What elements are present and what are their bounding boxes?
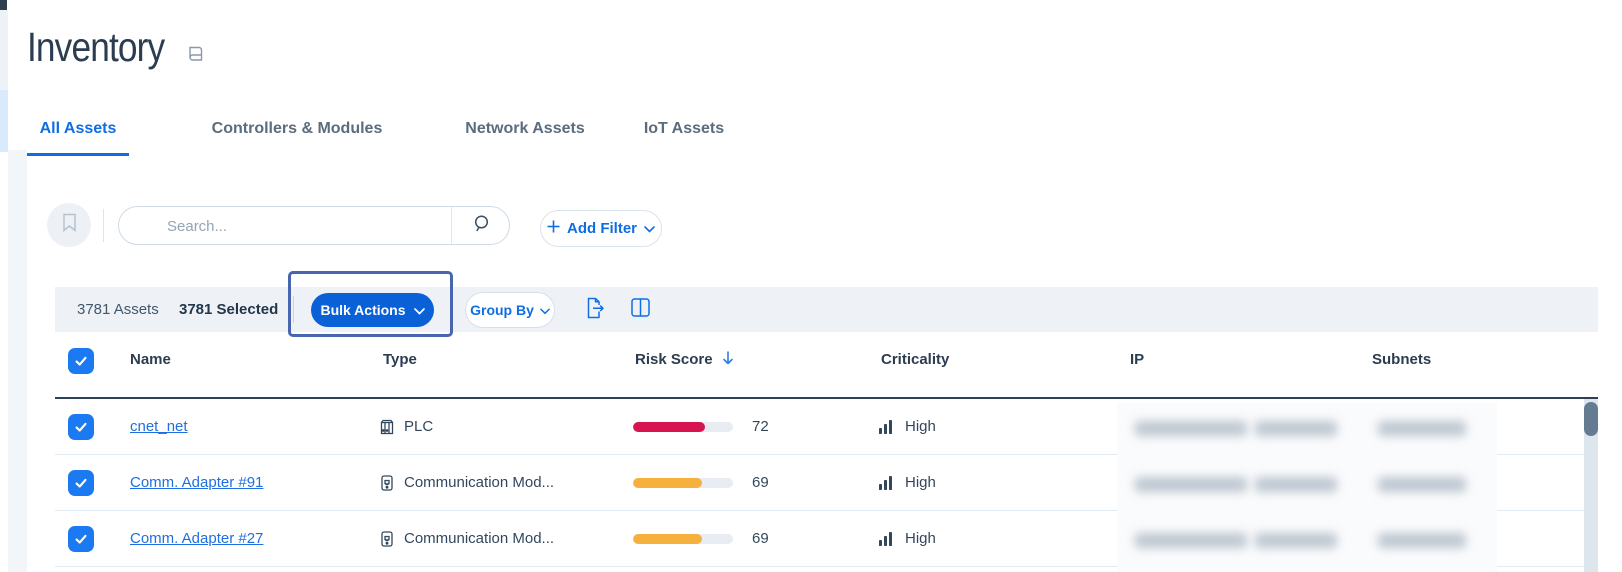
left-edge-blue-strip (0, 90, 8, 152)
divider (103, 209, 104, 242)
divider (293, 296, 294, 323)
tab-iot-assets[interactable]: IoT Assets (643, 120, 725, 137)
plc-icon (378, 418, 396, 441)
asset-count: 3781 Assets (77, 301, 159, 318)
search-icon (472, 214, 491, 238)
row-checkbox[interactable] (68, 526, 94, 552)
criticality-bars-icon (879, 419, 893, 439)
redacted-subnet-value (1378, 533, 1466, 548)
tab-all-assets[interactable]: All Assets (27, 108, 129, 156)
asset-type: PLC (404, 418, 434, 435)
left-gutter (8, 150, 27, 572)
table-row: Comm. Adapter #27 Communication Mod... 6… (0, 511, 1622, 567)
redacted-ip-value (1135, 421, 1247, 436)
column-header-type[interactable]: Type (383, 351, 417, 368)
chevron-down-icon (540, 302, 550, 318)
row-divider (55, 510, 1598, 511)
table-header-border (55, 397, 1598, 399)
redacted-ip-value (1135, 533, 1247, 548)
communication-module-icon (378, 474, 396, 497)
column-header-risk-score[interactable]: Risk Score (635, 351, 713, 368)
tab-controllers-modules[interactable]: Controllers & Modules (211, 120, 383, 137)
risk-score-value: 69 (752, 530, 769, 547)
criticality-bars-icon (879, 475, 893, 495)
criticality-value: High (905, 418, 936, 435)
search-button[interactable] (452, 207, 510, 244)
saved-filters-button[interactable] (47, 203, 91, 247)
select-all-checkbox[interactable] (68, 348, 94, 374)
table-row: Comm. Adapter #91 Communication Mod... 6… (0, 455, 1622, 511)
row-checkbox[interactable] (68, 414, 94, 440)
redacted-ip-value (1135, 477, 1247, 492)
asset-name-link[interactable]: Comm. Adapter #27 (130, 530, 264, 547)
manage-columns-button[interactable] (628, 298, 652, 322)
bulk-actions-button[interactable]: Bulk Actions (311, 293, 434, 327)
search-input[interactable] (165, 207, 449, 246)
redacted-columns-overlay (1117, 403, 1497, 572)
column-header-subnets[interactable]: Subnets (1372, 351, 1432, 368)
risk-score-value: 69 (752, 474, 769, 491)
criticality-bars-icon (879, 531, 893, 551)
criticality-value: High (905, 530, 936, 547)
page-title: Inventory (27, 24, 165, 70)
export-icon (584, 297, 606, 324)
asset-type: Communication Mod... (404, 474, 555, 491)
chevron-down-icon (413, 302, 425, 318)
row-divider (55, 566, 1598, 567)
row-checkbox[interactable] (68, 470, 94, 496)
scrollbar-thumb[interactable] (1584, 402, 1598, 436)
plus-icon (547, 220, 560, 237)
row-divider (55, 454, 1598, 455)
book-icon (186, 44, 206, 64)
risk-score-value: 72 (752, 418, 769, 435)
asset-type: Communication Mod... (404, 530, 555, 547)
column-header-name[interactable]: Name (130, 351, 171, 368)
group-by-button[interactable]: Group By (465, 292, 555, 328)
redacted-subnet-value (1378, 477, 1466, 492)
risk-score-bar (633, 534, 733, 544)
risk-score-bar (633, 422, 733, 432)
redacted-subnet-value (1378, 421, 1466, 436)
communication-module-icon (378, 530, 396, 553)
chevron-down-icon (644, 220, 655, 237)
selected-count: 3781 Selected (179, 301, 279, 318)
left-edge-gray-strip (0, 10, 8, 90)
bulk-actions-label: Bulk Actions (320, 302, 406, 318)
asset-name-link[interactable]: Comm. Adapter #91 (130, 474, 264, 491)
sort-descending-icon[interactable] (722, 350, 734, 371)
table-header-row: Name Type Risk Score Criticality IP Subn… (0, 340, 1622, 397)
criticality-value: High (905, 474, 936, 491)
group-by-label: Group By (470, 302, 534, 318)
vertical-scrollbar[interactable] (1584, 399, 1598, 572)
risk-score-bar-fill (633, 478, 702, 488)
columns-icon (630, 297, 651, 323)
risk-score-bar-fill (633, 534, 702, 544)
tab-network-assets[interactable]: Network Assets (465, 120, 585, 137)
risk-score-bar (633, 478, 733, 488)
add-filter-button[interactable]: Add Filter (540, 210, 662, 247)
add-filter-label: Add Filter (567, 220, 637, 237)
table-toolbar: 3781 Assets 3781 Selected Bulk Actions G… (55, 287, 1598, 332)
export-button[interactable] (583, 297, 607, 324)
column-header-ip[interactable]: IP (1130, 351, 1145, 368)
table-row: cnet_net PLC 72 High (0, 399, 1622, 455)
asset-name-link[interactable]: cnet_net (130, 418, 188, 435)
left-edge-dark-strip (0, 0, 7, 10)
search-bar (118, 206, 510, 246)
bookmark-icon (62, 213, 77, 237)
divider (451, 207, 452, 244)
redacted-ip-value (1255, 421, 1337, 436)
redacted-ip-value (1255, 477, 1337, 492)
risk-score-bar-fill (633, 422, 705, 432)
column-header-criticality[interactable]: Criticality (881, 351, 950, 368)
redacted-ip-value (1255, 533, 1337, 548)
